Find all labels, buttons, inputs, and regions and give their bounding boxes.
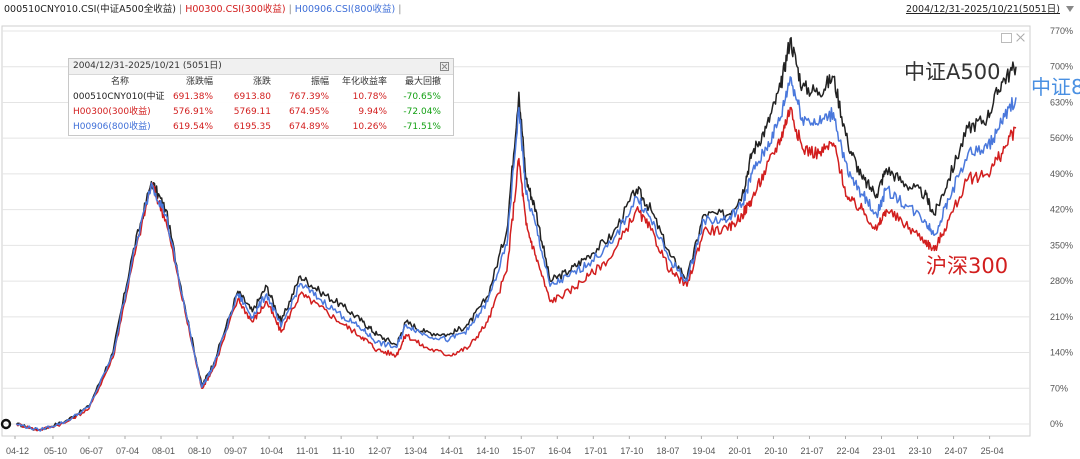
series-lines (15, 36, 1017, 432)
x-tick-label: 11-01 (296, 446, 318, 456)
col-drawdown[interactable]: 最大回撤 (404, 77, 441, 87)
x-tick-label: 22-04 (836, 446, 859, 456)
y-tick-label: 70% (1050, 383, 1068, 393)
stats-header-row: 名称 涨跌幅 涨跌 振幅 年化收益率 最大回撤 (69, 75, 453, 90)
y-tick-label: 280% (1050, 276, 1073, 286)
row-name: H00300(300收益) (73, 107, 151, 117)
close-icon[interactable] (1016, 33, 1025, 41)
y-tick-label: 420% (1050, 205, 1073, 215)
y-tick-label: 490% (1050, 169, 1073, 179)
row-annual: 9.94% (358, 107, 387, 117)
x-tick-label: 10-04 (260, 446, 283, 456)
legend-bar: 000510CNY010.CSI(中证A500全收益) | H00300.CSI(3… (0, 0, 1080, 20)
x-tick-label: 09-07 (224, 446, 247, 456)
x-tick-label: 06-07 (80, 446, 103, 456)
x-tick-label: 25-04 (981, 446, 1004, 456)
stats-table-title: 2004/12/31-2025/10/21 (5051日) (69, 59, 453, 75)
row-drawdown: -70.65% (403, 92, 441, 102)
x-tick-label: 20-01 (728, 446, 751, 456)
row-annual: 10.26% (352, 122, 387, 132)
label-a500: 中证A500 (904, 60, 1001, 84)
x-tick-label: 17-10 (620, 446, 643, 456)
legend-separator: | (288, 4, 292, 15)
start-marker[interactable] (0, 418, 12, 430)
x-axis-ticks: 04-12 05-10 06-07 07-04 08-01 08-10 09-07 10-04… (6, 436, 1004, 456)
stats-range-label: 2004/12/31-2025/10/21 (5051日) (73, 61, 222, 71)
col-name[interactable]: 名称 (110, 77, 129, 87)
x-tick-label: 21-07 (800, 446, 823, 456)
y-axis-ticks: 0% 70% 140% 210% 280% 350% 420% 490% 560% 630% 700… (1050, 26, 1073, 429)
col-annual[interactable]: 年化收益率 (341, 77, 387, 87)
stats-table: 2004/12/31-2025/10/21 (5051日) 名称 涨跌幅 涨跌 … (68, 58, 454, 136)
y-tick-label: 210% (1050, 312, 1073, 322)
series-line-s800[interactable] (16, 76, 1017, 432)
legend-separator: | (178, 4, 183, 15)
y-tick-label: 140% (1050, 348, 1073, 358)
col-change[interactable]: 涨跌 (252, 77, 271, 87)
col-pct[interactable]: 涨跌幅 (185, 77, 213, 87)
maximize-icon[interactable] (1001, 33, 1012, 43)
row-drawdown: -71.51% (403, 122, 441, 132)
legend-series-800[interactable]: H00906.CSI(800收益) (294, 4, 396, 15)
row-pct: 619.54% (172, 122, 213, 132)
date-range-link[interactable]: 2004/12/31-2025/10/21(5051日) (905, 4, 1060, 15)
row-amplitude: 674.89% (288, 122, 329, 132)
label-300: 沪深300 (926, 254, 1009, 278)
row-name: H00906(800收益) (73, 122, 151, 132)
x-tick-label: 04-12 (6, 446, 29, 456)
label-800: 中证800 (1031, 75, 1080, 99)
legend-separator: | (398, 4, 402, 15)
table-row[interactable]: H00300(300收益) 576.91% 5769.11 674.95% 9.… (69, 105, 453, 120)
x-tick-label: 14-10 (476, 446, 499, 456)
legend-series-300[interactable]: H00300.CSI(300收益) (185, 4, 286, 15)
row-amplitude: 674.95% (288, 107, 329, 117)
x-tick-label: 07-04 (116, 446, 139, 456)
x-tick-label: 13-04 (404, 446, 427, 456)
row-change: 6913.80 (233, 92, 271, 102)
plot-frame (1, 25, 1031, 437)
table-row[interactable]: 000510CNY010(中证 691.38% 6913.80 767.39% … (69, 90, 453, 105)
x-tick-label: 08-01 (152, 446, 175, 456)
y-tick-label: 350% (1050, 240, 1073, 250)
x-tick-label: 14-01 (440, 446, 463, 456)
x-tick-label: 16-04 (548, 446, 571, 456)
row-amplitude: 767.39% (288, 92, 329, 102)
legend-series-a500[interactable]: 000510CNY010.CSI(中证A500全收益) (4, 4, 176, 15)
y-tick-label: 560% (1050, 133, 1073, 143)
x-tick-label: 23-10 (909, 446, 932, 456)
x-tick-label: 24-07 (945, 446, 968, 456)
y-tick-label: 630% (1050, 97, 1073, 107)
stats-close-icon[interactable] (440, 62, 449, 71)
y-tick-label: 700% (1050, 62, 1073, 72)
x-tick-label: 19-04 (692, 446, 715, 456)
y-tick-label: 770% (1050, 26, 1073, 36)
row-drawdown: -72.04% (403, 107, 441, 117)
x-tick-label: 08-10 (188, 446, 211, 456)
table-row[interactable]: H00906(800收益) 619.54% 6195.35 674.89% 10… (69, 120, 453, 135)
series-line-s300[interactable] (15, 106, 1017, 432)
legend-series-list: 000510CNY010.CSI(中证A500全收益) | H00300.CSI(3… (4, 0, 404, 20)
x-tick-label: 12-07 (368, 446, 391, 456)
x-tick-label: 11-10 (332, 446, 354, 456)
x-tick-label: 15-07 (512, 446, 535, 456)
row-name: 000510CNY010(中证 (73, 92, 165, 102)
y-tick-label: 0% (1050, 419, 1063, 429)
row-annual: 10.78% (352, 92, 387, 102)
col-amplitude[interactable]: 振幅 (310, 77, 329, 87)
x-tick-label: 23-01 (873, 446, 896, 456)
x-tick-label: 17-01 (584, 446, 607, 456)
row-change: 5769.11 (233, 107, 271, 117)
x-tick-label: 05-10 (44, 446, 67, 456)
dropdown-arrow-icon[interactable] (1066, 6, 1074, 12)
x-tick-label: 20-10 (764, 446, 787, 456)
row-pct: 691.38% (172, 92, 213, 102)
row-pct: 576.91% (172, 107, 213, 117)
row-change: 6195.35 (233, 122, 271, 132)
x-tick-label: 18-07 (656, 446, 679, 456)
